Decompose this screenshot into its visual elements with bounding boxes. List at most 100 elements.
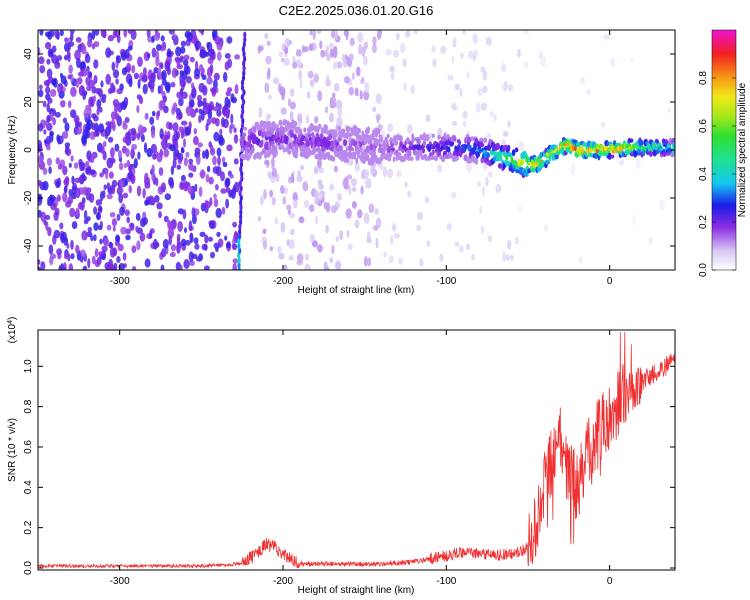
spectrogram-noise-blob bbox=[231, 243, 238, 251]
spectrogram-noise-blob bbox=[348, 86, 355, 96]
spectrogram-noise-blob bbox=[390, 235, 394, 245]
spectrogram-noise-blob bbox=[485, 176, 489, 187]
spectrogram-noise-blob bbox=[118, 162, 124, 171]
spectrogram-noise-blob bbox=[180, 40, 187, 47]
spectrogram-streak-blob bbox=[243, 31, 247, 38]
spectrogram-noise-blob bbox=[173, 131, 179, 143]
spectrogram-noise-blob bbox=[124, 209, 130, 216]
spectrogram-noise-blob bbox=[93, 41, 100, 48]
spectrogram-noise-blob bbox=[209, 147, 216, 156]
spectrogram-noise-blob bbox=[428, 132, 433, 142]
spectrogram-streak-blob bbox=[241, 108, 245, 115]
spectrogram-noise-blob bbox=[150, 72, 156, 80]
spectrogram-signal-blob bbox=[539, 152, 543, 159]
spectrogram-noise-blob bbox=[59, 72, 64, 79]
spectrogram-streak-blob bbox=[240, 84, 245, 91]
spectrogram-noise-blob bbox=[502, 251, 507, 263]
spectrogram-noise-blob bbox=[372, 106, 377, 112]
spectrogram-noise-blob bbox=[213, 72, 220, 81]
spectrogram-noise-blob bbox=[462, 110, 468, 119]
spectrogram-noise-blob bbox=[356, 66, 361, 77]
spectrogram-noise-blob bbox=[183, 138, 186, 148]
spectrogram-noise-blob bbox=[308, 204, 315, 213]
spectrogram-noise-blob bbox=[213, 79, 218, 90]
spectrogram-noise-blob bbox=[319, 40, 323, 49]
colorbar-tick-label: 0.2 bbox=[698, 215, 709, 229]
spectrogram-signal-blob bbox=[373, 151, 376, 156]
spectrogram-noise-blob bbox=[98, 205, 103, 212]
spectrogram-noise-blob bbox=[287, 98, 291, 107]
spectrogram-noise-blob bbox=[112, 225, 116, 232]
spectrogram-noise-blob bbox=[288, 239, 295, 250]
spectrogram-streak-blob bbox=[240, 79, 245, 87]
spectrogram-noise-blob bbox=[271, 157, 275, 167]
spectrogram-streak-blob bbox=[237, 252, 241, 259]
spectrogram-noise-blob bbox=[211, 87, 216, 95]
spectrogram-noise-blob bbox=[232, 184, 237, 195]
spectrogram-noise-blob bbox=[131, 64, 136, 74]
spectrogram-noise-blob bbox=[371, 43, 377, 54]
colorbar-tick-label: 0.4 bbox=[698, 167, 709, 181]
spectrogram-noise-blob bbox=[88, 96, 94, 107]
spectrogram-noise-blob bbox=[296, 175, 303, 182]
spectrogram-noise-blob bbox=[313, 166, 319, 175]
spectrogram-noise-blob bbox=[667, 107, 672, 113]
spectrogram-signal-blob bbox=[316, 142, 321, 147]
spectrogram-noise-blob bbox=[341, 53, 346, 62]
spectrogram-noise-blob bbox=[99, 146, 105, 154]
spectrogram-noise-blob bbox=[460, 52, 464, 59]
spectrogram-noise-blob bbox=[280, 185, 285, 194]
spectrogram-noise-blob bbox=[180, 238, 187, 247]
spectrogram-noise-blob bbox=[176, 237, 180, 248]
spectrogram-noise-blob bbox=[108, 171, 114, 179]
spectrogram-noise-blob bbox=[270, 176, 276, 184]
spectrogram-noise-blob bbox=[289, 88, 295, 97]
spectrogram-signal-blob bbox=[361, 130, 365, 136]
spectrogram-noise-blob bbox=[124, 117, 130, 123]
spectrogram-streak-blob bbox=[241, 74, 246, 82]
spectrogram-noise-blob bbox=[225, 187, 231, 194]
spectrogram-noise-blob bbox=[372, 225, 379, 231]
spectrogram-streak-blob bbox=[239, 209, 243, 216]
spectrogram-noise-blob bbox=[225, 242, 231, 249]
spectrogram-noise-blob bbox=[269, 189, 273, 198]
spectrogram-noise-blob bbox=[109, 157, 116, 164]
spectrogram-noise-blob bbox=[318, 167, 325, 174]
spectrogram-noise-blob bbox=[75, 37, 82, 43]
spectrogram-noise-blob bbox=[52, 78, 56, 87]
spectrogram-noise-blob bbox=[146, 53, 151, 59]
spectrogram-signal-blob bbox=[533, 156, 537, 162]
spectrogram-noise-blob bbox=[106, 264, 111, 270]
spectrogram-noise-blob bbox=[424, 196, 430, 203]
spectrogram-noise-blob bbox=[289, 212, 296, 219]
spectrogram-noise-blob bbox=[264, 33, 269, 40]
spectrogram-signal-blob bbox=[275, 149, 278, 157]
spectrogram-signal-blob bbox=[454, 156, 460, 161]
spectrogram-noise-blob bbox=[224, 61, 230, 71]
spectrogram-plot-area bbox=[38, 30, 675, 270]
spectrogram-noise-blob bbox=[635, 159, 641, 170]
spectrogram-noise-blob bbox=[210, 251, 215, 259]
spectrogram-noise-blob bbox=[137, 124, 144, 135]
spectrogram-noise-blob bbox=[225, 177, 231, 187]
spectrogram-noise-blob bbox=[200, 30, 204, 36]
spectrogram-noise-blob bbox=[207, 57, 214, 65]
spectrogram-noise-blob bbox=[115, 78, 119, 85]
spectrogram-noise-blob bbox=[62, 165, 68, 176]
spectrogram-noise-blob bbox=[125, 228, 131, 235]
spectrogram-noise-blob bbox=[200, 202, 206, 212]
spectrogram-noise-blob bbox=[178, 126, 184, 133]
spectrogram-noise-blob bbox=[224, 53, 231, 59]
spectrogram-noise-blob bbox=[160, 83, 164, 95]
spectrogram-noise-blob bbox=[64, 185, 68, 193]
spectrogram-signal-blob bbox=[290, 132, 295, 138]
spectrogram-noise-blob bbox=[69, 207, 76, 218]
spectrogram-noise-blob bbox=[392, 223, 397, 232]
spectrogram-noise-blob bbox=[151, 171, 156, 182]
spectrogram-noise-blob bbox=[333, 165, 338, 173]
spectrogram-noise-blob bbox=[64, 37, 69, 43]
spectrogram-noise-blob bbox=[126, 159, 131, 168]
spectrogram-streak-blob bbox=[239, 185, 243, 192]
spectrogram-noise-blob bbox=[128, 185, 132, 194]
spectrogram-noise-blob bbox=[197, 94, 202, 102]
